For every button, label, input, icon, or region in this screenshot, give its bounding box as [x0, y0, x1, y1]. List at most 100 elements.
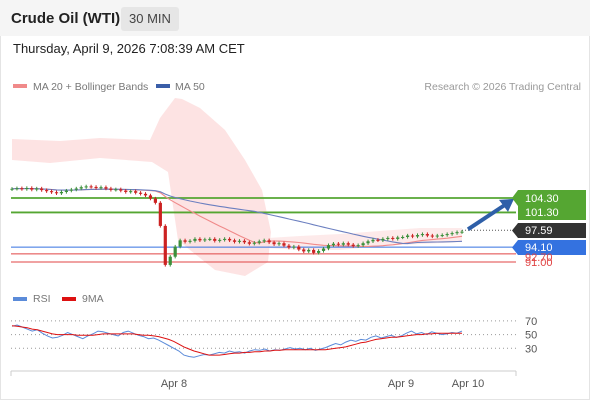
candle [148, 195, 153, 199]
candle [292, 246, 296, 248]
rsi-9ma-line [11, 325, 462, 356]
candle [247, 242, 251, 244]
ma50-line [11, 187, 463, 245]
instrument-title: Crude Oil (WTI) [11, 10, 121, 27]
candle [326, 245, 331, 249]
levels-layer [11, 197, 516, 263]
candle [20, 188, 24, 190]
candle [114, 189, 118, 191]
candle [59, 191, 64, 194]
legend-label-rsi: RSI [33, 293, 51, 305]
candle [297, 246, 301, 250]
legend-label-ma20: MA 20 + Bollinger Bands [33, 81, 148, 93]
moving-averages-layer [11, 187, 463, 247]
research-credit: Research © 2026 Trading Central [424, 81, 581, 93]
candle [109, 188, 113, 190]
legend-swatch-ma20 [13, 84, 27, 88]
legend-label-9ma: 9MA [82, 293, 104, 305]
support-label-92-70: 92.70 [525, 252, 553, 264]
candle [193, 238, 197, 241]
candle [15, 188, 19, 190]
candle [69, 189, 73, 191]
candle [124, 190, 128, 192]
candle [10, 188, 14, 190]
candle [35, 188, 39, 190]
candle [129, 191, 133, 193]
candle [341, 243, 345, 245]
candles-layer [10, 184, 464, 267]
candle [336, 243, 340, 245]
candle [415, 235, 420, 237]
candle [321, 248, 326, 251]
candle [351, 244, 355, 247]
x-tick-apr-8: Apr 8 [161, 378, 187, 390]
level-tag-104-30: 104.30 101.30 [512, 190, 586, 220]
candle [371, 239, 375, 242]
current-price-label: 97.59 [525, 225, 553, 237]
candle [25, 187, 29, 190]
legend-swatch-rsi [13, 297, 27, 301]
candle [302, 249, 306, 252]
rsi-line [11, 324, 463, 358]
candle [430, 235, 434, 237]
candle [277, 243, 281, 245]
candle [198, 238, 202, 241]
candle [312, 249, 316, 253]
rsi-lines-layer [11, 324, 463, 358]
timeframe-badge[interactable]: 30 MIN [121, 7, 179, 31]
candle [223, 238, 227, 240]
level-label-101-30: 101.30 [525, 207, 559, 219]
candle [173, 246, 177, 257]
candle [396, 237, 400, 239]
candle [410, 235, 415, 237]
candle [257, 241, 261, 243]
forecast-arrow-head [499, 198, 514, 212]
candle [420, 234, 425, 236]
candle [435, 235, 439, 237]
candle [361, 243, 365, 246]
candle [455, 232, 459, 234]
candle [282, 243, 286, 246]
candle [356, 245, 360, 247]
candle [188, 240, 192, 242]
candle [376, 239, 380, 241]
candle [153, 198, 158, 203]
candle [386, 237, 390, 239]
candle [64, 190, 68, 192]
candle [401, 236, 405, 238]
candle [316, 250, 321, 253]
candle [213, 238, 217, 241]
candle [99, 187, 103, 189]
x-tick-apr-9: Apr 9 [388, 378, 414, 390]
candle [94, 186, 98, 188]
bollinger-band [12, 98, 271, 276]
rsi-tick-30: 30 [525, 343, 537, 355]
candle [391, 237, 395, 239]
candle [450, 233, 454, 235]
candle [134, 191, 138, 193]
candle [168, 256, 172, 265]
candle [84, 186, 88, 188]
candle [218, 239, 222, 241]
candle [74, 188, 78, 190]
candle [158, 202, 162, 226]
legend-swatch-9ma [62, 297, 76, 301]
candle [460, 231, 464, 233]
candle [445, 234, 449, 236]
candle [267, 240, 271, 243]
legend-label-ma50: MA 50 [175, 81, 205, 93]
candle [54, 192, 59, 194]
candle [203, 239, 207, 241]
legend-swatch-ma50 [156, 84, 170, 88]
x-tick-apr-10: Apr 10 [452, 378, 484, 390]
candle [381, 238, 385, 241]
timestamp: Thursday, April 9, 2026 7:08:39 AM CET [13, 41, 245, 56]
candle [138, 192, 143, 194]
support-label-91-00: 91.00 [525, 257, 553, 269]
candle [227, 238, 232, 241]
header-bar: Crude Oil (WTI) 30 MIN [0, 0, 590, 36]
candle [262, 240, 266, 242]
candle [232, 240, 237, 242]
candle [307, 249, 311, 252]
